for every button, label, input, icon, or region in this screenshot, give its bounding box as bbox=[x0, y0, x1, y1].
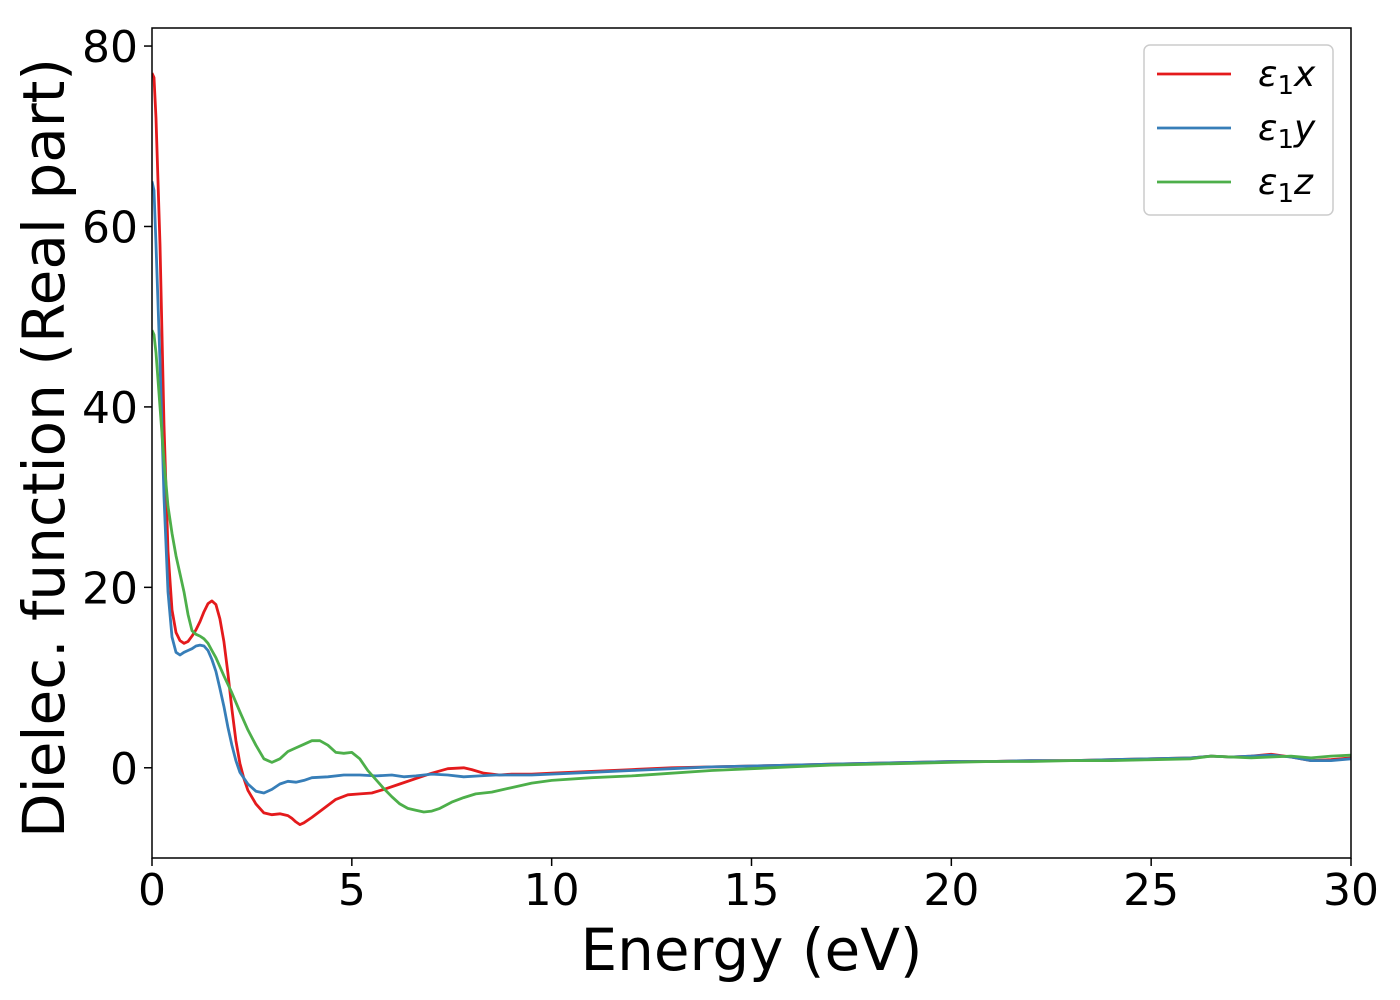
legend: ε1x ε1y ε1z bbox=[1143, 44, 1334, 216]
legend-label-x: ε1x bbox=[1258, 54, 1316, 101]
y-tick-label: 40 bbox=[82, 383, 138, 434]
x-axis-title: Energy (eV) bbox=[580, 916, 922, 984]
legend-label-z: ε1z bbox=[1258, 162, 1314, 209]
y-tick-label: 20 bbox=[82, 563, 138, 614]
x-tick-label: 30 bbox=[1323, 865, 1379, 916]
series-lines bbox=[152, 72, 1351, 826]
x-tick-label: 5 bbox=[338, 865, 366, 916]
series-line-z bbox=[152, 329, 1351, 814]
series-line-y bbox=[152, 181, 1351, 795]
x-tick-label: 10 bbox=[524, 865, 580, 916]
y-tick-label: 0 bbox=[110, 744, 138, 795]
x-tick-label: 25 bbox=[1123, 865, 1179, 916]
y-axis-title: Dielec. function (Real part) bbox=[10, 58, 78, 838]
x-axis: 0 5 10 15 20 25 30 bbox=[138, 858, 1379, 916]
y-tick-label: 60 bbox=[82, 202, 138, 253]
x-tick-label: 15 bbox=[724, 865, 780, 916]
x-tick-label: 20 bbox=[923, 865, 979, 916]
y-axis: 0 20 40 60 80 bbox=[82, 22, 152, 795]
legend-box bbox=[1143, 44, 1334, 216]
legend-label-y: ε1y bbox=[1258, 108, 1316, 155]
x-tick-label: 0 bbox=[138, 865, 166, 916]
y-tick-label: 80 bbox=[82, 22, 138, 73]
